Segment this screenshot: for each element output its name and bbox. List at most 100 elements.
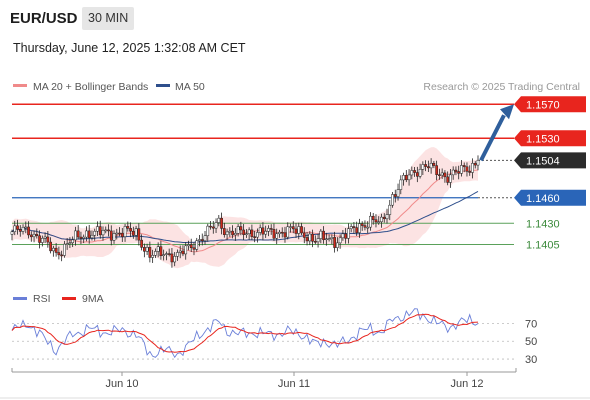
- candle-body: [107, 229, 110, 232]
- candle-body: [275, 233, 279, 239]
- candle-body: [297, 226, 301, 234]
- candle-body: [402, 175, 405, 181]
- candle-body: [60, 254, 63, 257]
- candle-body: [371, 215, 375, 220]
- candle-body: [203, 235, 207, 242]
- candle-body: [57, 252, 61, 256]
- support-level-label: 1.1460: [526, 193, 560, 205]
- candle-body: [52, 247, 55, 252]
- candle-body: [280, 231, 284, 234]
- candle-body: [10, 231, 14, 235]
- candle-body: [170, 253, 174, 263]
- candle-body: [220, 217, 223, 229]
- candle-body: [424, 164, 427, 167]
- candle-body: [187, 244, 190, 247]
- candle-body: [443, 172, 447, 178]
- candle-body: [82, 236, 86, 239]
- chart-header: EUR/USD 30 MIN: [0, 0, 590, 38]
- candle-body: [460, 165, 463, 174]
- candle-body: [468, 171, 472, 173]
- candle-body: [79, 236, 83, 239]
- candle-body: [363, 225, 367, 228]
- candle-body: [344, 233, 347, 239]
- candle-body: [189, 244, 193, 249]
- support-level-label: 1.1405: [526, 240, 560, 252]
- candle-body: [432, 162, 436, 166]
- candle-body: [352, 226, 356, 228]
- candle-body: [18, 229, 22, 232]
- candle-body: [429, 162, 433, 169]
- candle-body: [385, 214, 389, 220]
- rsi-legend-label: RSI: [33, 293, 51, 305]
- candle-body: [413, 170, 416, 173]
- candle-body: [112, 233, 116, 241]
- x-tick-label: Jun 12: [450, 378, 483, 390]
- level-labels: 1.1570 1.1530 1.1504 1.1460 1.1430 1.1405: [514, 96, 586, 252]
- candle-body: [267, 228, 270, 232]
- candle-body: [46, 236, 50, 243]
- candle-body: [63, 243, 66, 256]
- candle-body: [93, 230, 97, 236]
- timeframe-badge[interactable]: 30 MIN: [82, 7, 135, 30]
- rsi-line: [11, 308, 479, 359]
- candle-body: [393, 194, 397, 197]
- candle-body: [421, 164, 425, 170]
- candle-body: [211, 226, 215, 229]
- candle-body: [214, 222, 218, 229]
- candle-body: [247, 229, 251, 234]
- candle-body: [457, 171, 461, 174]
- candle-body: [181, 250, 185, 255]
- candle-body: [98, 226, 102, 236]
- resistance-label-tag: [514, 130, 586, 147]
- candle-body: [358, 223, 361, 233]
- chart-legend: MA 20 + Bollinger Bands MA 50 Research ©…: [13, 81, 580, 93]
- candle-body: [427, 166, 430, 169]
- candle-body: [156, 246, 160, 252]
- candle-body: [71, 239, 75, 243]
- support-label-tag: [514, 189, 586, 206]
- ma20-line: [11, 169, 479, 253]
- candle-body: [283, 232, 287, 238]
- bollinger-fill: [12, 147, 478, 269]
- candle-body: [87, 230, 91, 239]
- candle-body: [176, 252, 179, 257]
- candle-body: [184, 245, 188, 255]
- candle-body: [167, 253, 171, 255]
- candle-body: [380, 216, 383, 223]
- candle-body: [43, 236, 47, 239]
- candle-body: [396, 189, 400, 197]
- rsi-ma-line: [11, 313, 479, 353]
- candle-body: [65, 243, 69, 245]
- forecast-arrow: [479, 104, 514, 162]
- candle-body: [27, 226, 30, 236]
- candle-body: [200, 239, 204, 242]
- candle-body: [225, 231, 229, 235]
- x-tick-label: Jun 10: [105, 378, 138, 390]
- candle-body: [269, 228, 273, 230]
- x-axis: Jun 10 Jun 11 Jun 12: [0, 368, 590, 399]
- candle-body: [165, 253, 168, 255]
- candle-body: [13, 225, 17, 233]
- candle-body: [333, 237, 336, 248]
- candle-body: [137, 228, 141, 241]
- moving-averages: [11, 169, 479, 253]
- last-price-label: 1.1504: [526, 155, 560, 167]
- ma50-legend-swatch: [156, 84, 170, 87]
- candle-body: [308, 233, 312, 242]
- ma20-legend-label: MA 20 + Bollinger Bands: [33, 81, 148, 93]
- ma20-legend-swatch: [13, 84, 27, 87]
- candle-body: [40, 238, 44, 243]
- candle-body: [369, 215, 372, 228]
- candle-body: [349, 226, 353, 229]
- candle-body: [256, 232, 259, 238]
- candle-body: [231, 230, 234, 236]
- candle-body: [32, 233, 36, 238]
- candle-body: [250, 229, 254, 237]
- candle-body: [435, 165, 438, 175]
- candle-body: [159, 246, 163, 257]
- candle-body: [123, 226, 127, 237]
- candle-body: [198, 239, 201, 241]
- candle-body: [355, 227, 359, 233]
- resistance-label-tag: [514, 96, 586, 113]
